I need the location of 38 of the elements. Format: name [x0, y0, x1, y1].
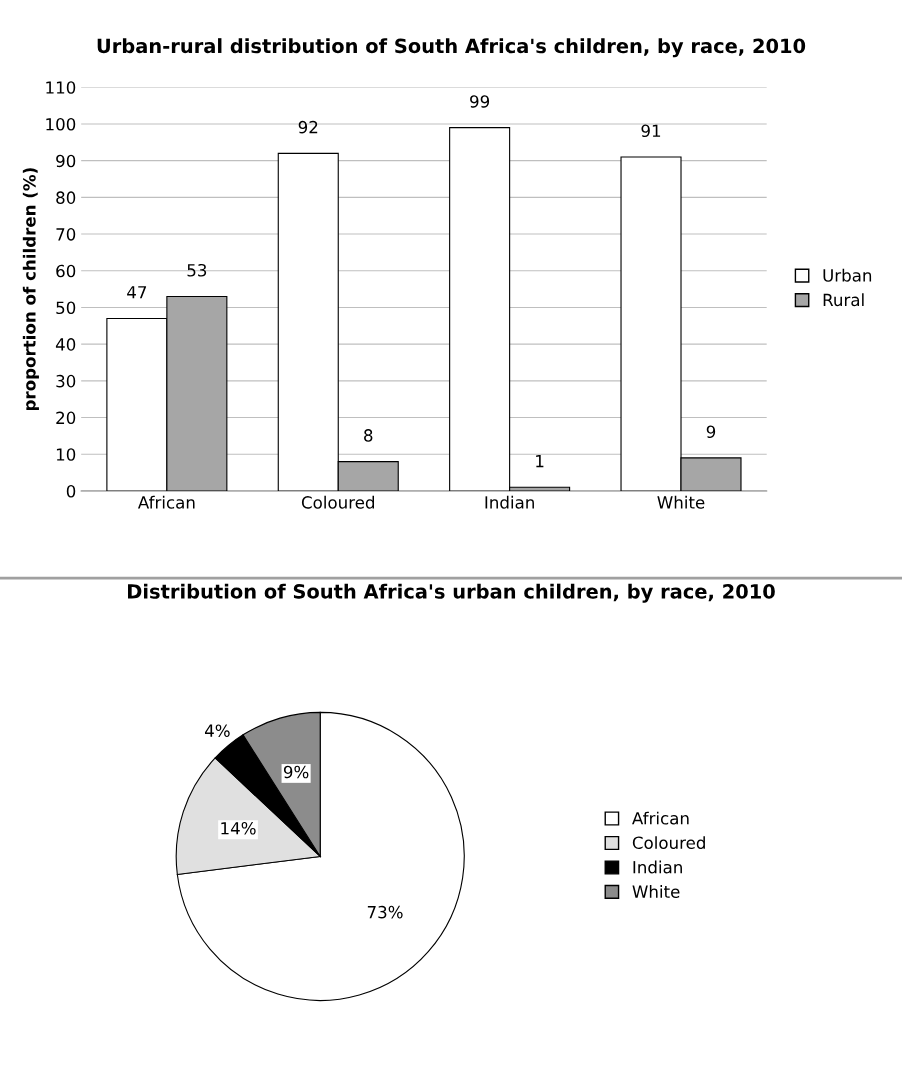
data-label: 99 [470, 95, 490, 108]
y-tick-label: 70 [56, 228, 76, 241]
data-label: 53 [187, 263, 207, 277]
chart-title: Urban-rural distribution of South Africa's children, by race, 2010 [97, 38, 806, 58]
y-tick-label: 50 [56, 301, 76, 315]
x-tick-label: Indian [485, 495, 534, 509]
data-label: 92 [298, 120, 318, 134]
data-label: 1 [536, 455, 544, 468]
y-tick-label: 100 [46, 117, 76, 131]
legend-label: White [632, 885, 680, 898]
data-label: 4% [204, 724, 230, 737]
pie-slice [176, 711, 465, 1001]
y-tick-label: 30 [56, 374, 76, 388]
legend-label: Indian [633, 860, 682, 874]
legend-label: Urban [823, 268, 872, 282]
data-label: 91 [641, 124, 661, 138]
x-tick-label: Coloured [301, 495, 374, 509]
data-label: 9% [283, 765, 309, 779]
y-axis-title: proportion of children (%) [22, 168, 39, 411]
y-tick-label: 90 [56, 154, 76, 168]
y-tick-label: 40 [55, 338, 76, 351]
y-tick-label: 10 [56, 448, 76, 461]
y-tick-label: 110 [46, 81, 76, 94]
legend-label: African [632, 811, 689, 825]
y-tick-label: 0 [66, 484, 76, 498]
x-tick-label: African [137, 495, 195, 509]
y-tick-label: 20 [56, 411, 76, 425]
data-label: 47 [127, 286, 147, 299]
legend-label: Coloured [632, 836, 705, 850]
y-tick-label: 60 [56, 264, 76, 278]
chart-title: Distribution of South Africa's urban children, by race, 2010 [128, 583, 775, 603]
data-label: 73% [367, 905, 403, 919]
y-tick-label: 80 [56, 191, 76, 204]
data-label: 14% [221, 821, 256, 835]
data-label: 8 [364, 429, 373, 442]
x-tick-label: White [657, 495, 705, 509]
data-label: 9 [706, 425, 716, 439]
legend-label: Rural [823, 293, 864, 307]
